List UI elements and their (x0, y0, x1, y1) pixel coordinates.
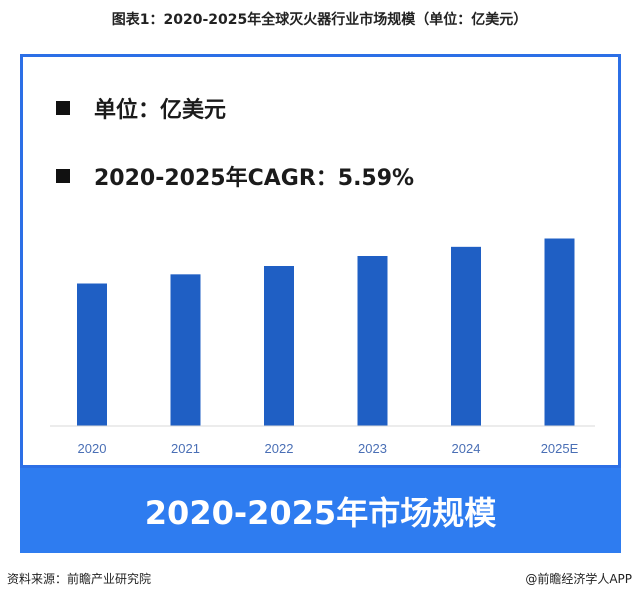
x-tick-label-2023: 2023 (358, 441, 387, 456)
cagr-line: 2020-2025年CAGR：5.59% (56, 160, 414, 192)
x-tick-labels: 2020 2021 2022 2023 2024 2025E (78, 441, 579, 456)
x-tick-label-2025E: 2025E (541, 441, 579, 456)
x-tick-label-2020: 2020 (78, 441, 107, 456)
x-tick-label-2024: 2024 (452, 441, 481, 456)
bar-2022 (264, 266, 294, 426)
figure-title: 图表1：2020-2025年全球灭火器行业市场规模（单位：亿美元） (111, 12, 528, 28)
bullet-square-icon (56, 101, 70, 115)
bar-2020 (77, 283, 107, 426)
source-note: 资料来源：前瞻产业研究院 (7, 572, 152, 586)
bar-2023 (357, 256, 388, 426)
cagr-text: 2020-2025年CAGR：5.59% (94, 166, 415, 191)
bars-group (77, 238, 575, 426)
bar-2025E (544, 238, 575, 426)
bar-2021 (170, 274, 201, 426)
bar-2024 (451, 246, 481, 426)
unit-text: 单位：亿美元 (94, 98, 227, 123)
x-tick-label-2022: 2022 (265, 441, 294, 456)
bar-chart: 2020 2021 2022 2023 2024 2025E (50, 238, 595, 456)
bullet-square-icon (56, 169, 70, 183)
chart-panel (20, 54, 621, 468)
banner: 2020-2025年市场规模 (20, 468, 621, 553)
credit-note: @前瞻经济学人APP (525, 572, 632, 586)
unit-line: 单位：亿美元 (56, 92, 226, 124)
x-tick-label-2021: 2021 (171, 441, 200, 456)
